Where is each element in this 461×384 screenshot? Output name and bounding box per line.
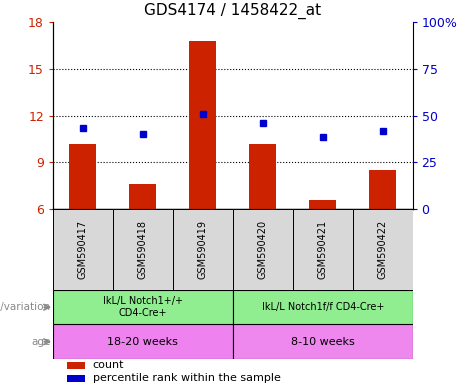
Text: IkL/L Notch1+/+
CD4-Cre+: IkL/L Notch1+/+ CD4-Cre+ xyxy=(103,296,183,318)
Bar xyxy=(53,290,233,324)
Text: age: age xyxy=(31,337,51,347)
Text: count: count xyxy=(93,360,124,370)
Bar xyxy=(67,362,85,369)
Text: 8-10 weeks: 8-10 weeks xyxy=(291,337,355,347)
Text: percentile rank within the sample: percentile rank within the sample xyxy=(93,373,280,383)
Bar xyxy=(369,170,396,209)
Bar xyxy=(233,290,413,324)
Text: genotype/variation: genotype/variation xyxy=(0,302,51,312)
Bar xyxy=(249,144,276,209)
FancyBboxPatch shape xyxy=(233,209,293,290)
FancyBboxPatch shape xyxy=(173,209,233,290)
Bar xyxy=(130,184,156,209)
Text: IkL/L Notch1f/f CD4-Cre+: IkL/L Notch1f/f CD4-Cre+ xyxy=(261,302,384,312)
Bar xyxy=(309,200,336,209)
Bar xyxy=(53,324,233,359)
Bar xyxy=(189,41,216,209)
FancyBboxPatch shape xyxy=(293,209,353,290)
Bar xyxy=(70,144,96,209)
Text: GSM590419: GSM590419 xyxy=(198,220,208,279)
Text: GSM590422: GSM590422 xyxy=(378,220,388,279)
FancyBboxPatch shape xyxy=(353,209,413,290)
Bar xyxy=(233,324,413,359)
Text: GSM590417: GSM590417 xyxy=(78,220,88,279)
FancyBboxPatch shape xyxy=(53,209,113,290)
Text: 18-20 weeks: 18-20 weeks xyxy=(107,337,178,347)
Text: GSM590420: GSM590420 xyxy=(258,220,268,279)
Text: GSM590421: GSM590421 xyxy=(318,220,328,279)
Bar xyxy=(67,374,85,382)
FancyBboxPatch shape xyxy=(113,209,173,290)
Title: GDS4174 / 1458422_at: GDS4174 / 1458422_at xyxy=(144,3,321,19)
Text: GSM590418: GSM590418 xyxy=(138,220,148,279)
